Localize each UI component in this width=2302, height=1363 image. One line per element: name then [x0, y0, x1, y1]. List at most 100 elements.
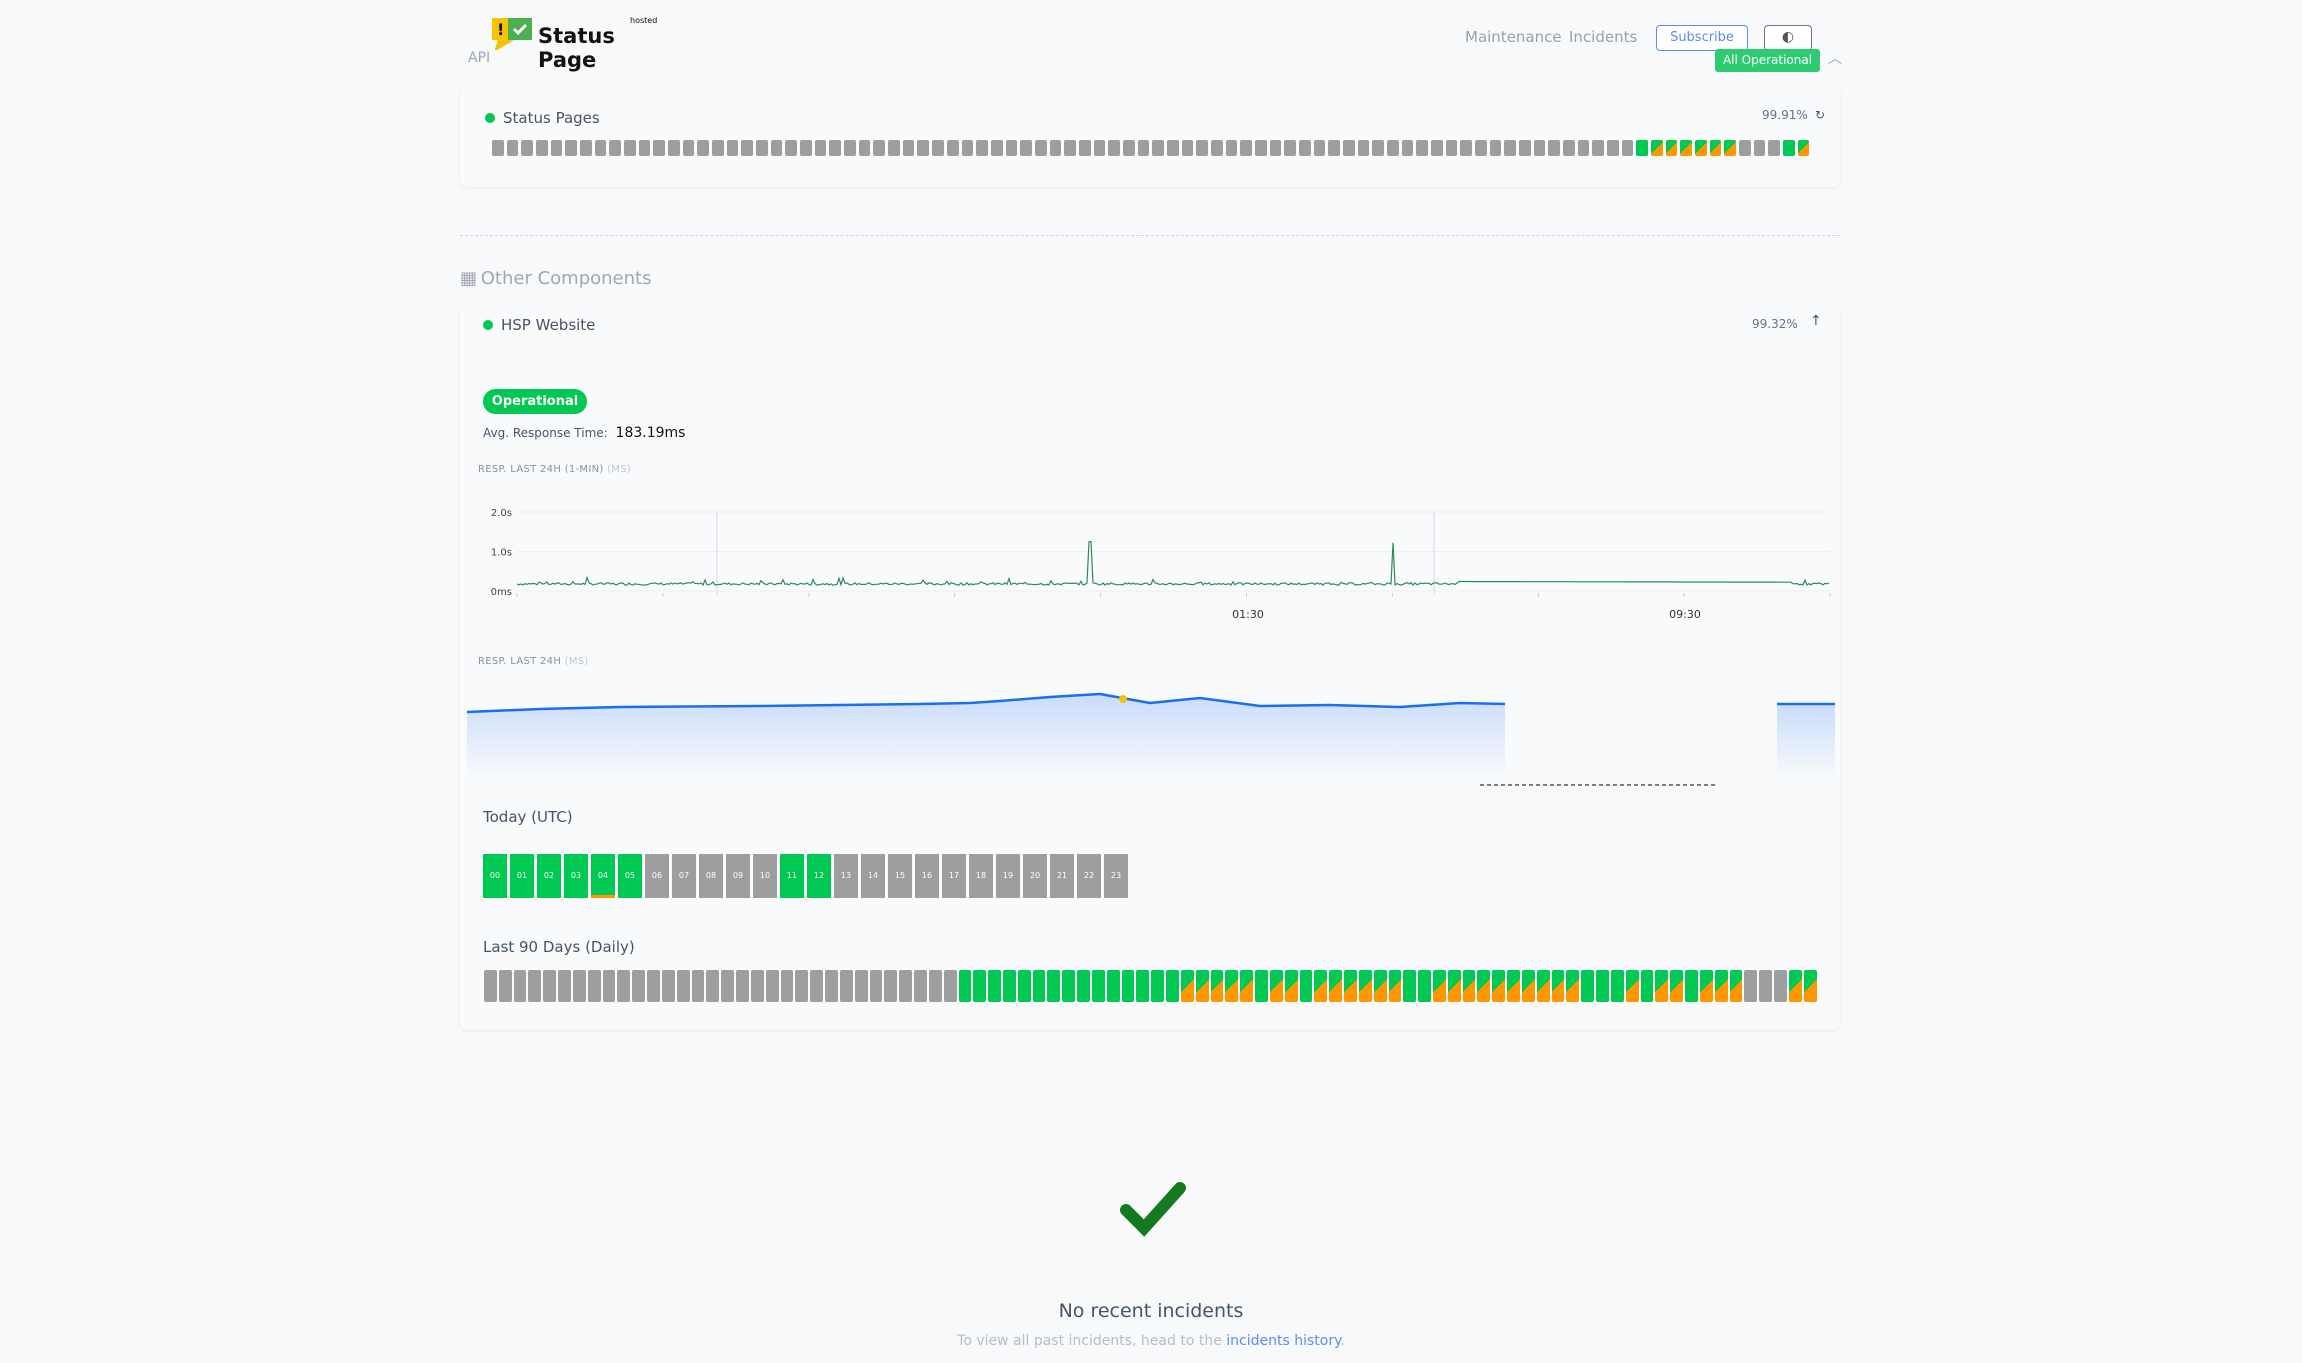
day-bar[interactable] — [1298, 140, 1311, 156]
day-bar[interactable] — [869, 970, 883, 1002]
theme-toggle-button[interactable]: ◐ — [1764, 25, 1812, 51]
day-bar[interactable] — [506, 140, 519, 156]
day-bar[interactable] — [653, 140, 666, 156]
day-bar[interactable] — [638, 140, 651, 156]
day-bar[interactable] — [1386, 140, 1399, 156]
day-bar[interactable] — [1372, 140, 1384, 156]
day-bar[interactable] — [765, 970, 779, 1002]
day-bar[interactable] — [1064, 140, 1076, 156]
hour-bar[interactable]: 14 — [861, 854, 885, 898]
day-bar[interactable] — [1284, 140, 1296, 156]
day-bar[interactable] — [946, 140, 959, 156]
hour-bar[interactable]: 20 — [1023, 854, 1047, 898]
day-bar[interactable] — [1225, 140, 1238, 156]
day-bar[interactable] — [795, 970, 809, 1002]
day-bar[interactable] — [1299, 970, 1313, 1002]
day-bar[interactable] — [1433, 970, 1446, 1002]
day-bar[interactable] — [1166, 140, 1179, 156]
day-bar[interactable] — [1640, 970, 1654, 1002]
day-bar[interactable] — [543, 970, 557, 1002]
hour-bar[interactable]: 05 — [618, 854, 642, 898]
hour-bar[interactable]: 00 — [483, 854, 507, 898]
day-bar[interactable] — [810, 970, 824, 1002]
day-bar[interactable] — [884, 970, 898, 1002]
day-bar[interactable] — [492, 140, 504, 156]
day-bar[interactable] — [1536, 970, 1550, 1002]
day-bar[interactable] — [1477, 970, 1491, 1002]
day-bar[interactable] — [1551, 970, 1565, 1002]
day-bar[interactable] — [1240, 970, 1254, 1002]
hour-bar[interactable]: 13 — [834, 854, 858, 898]
day-bar[interactable] — [917, 140, 930, 156]
day-bar[interactable] — [1507, 970, 1520, 1002]
day-bar[interactable] — [1166, 970, 1179, 1002]
day-bar[interactable] — [1418, 970, 1431, 1002]
day-bar[interactable] — [1210, 970, 1224, 1002]
day-bar[interactable] — [1047, 970, 1061, 1002]
day-bar[interactable] — [785, 140, 798, 156]
day-bar[interactable] — [1581, 970, 1595, 1002]
hour-bar[interactable]: 22 — [1077, 854, 1101, 898]
day-bar[interactable] — [668, 140, 680, 156]
day-bar[interactable] — [800, 140, 812, 156]
day-bar[interactable] — [1788, 970, 1802, 1002]
day-bar[interactable] — [1195, 970, 1209, 1002]
day-bar[interactable] — [1357, 140, 1370, 156]
day-bar[interactable] — [1093, 140, 1106, 156]
day-bar[interactable] — [1774, 970, 1787, 1002]
day-bar[interactable] — [780, 970, 794, 1002]
chevron-up-icon[interactable]: ︿ — [1828, 51, 1842, 67]
day-bar[interactable] — [1729, 970, 1743, 1002]
collapse-arrow-icon[interactable]: ↑ — [1810, 313, 1822, 329]
day-bar[interactable] — [1625, 970, 1639, 1002]
day-bar[interactable] — [1181, 140, 1194, 156]
day-bar[interactable] — [594, 140, 607, 156]
day-bar[interactable] — [1462, 970, 1476, 1002]
day-bar[interactable] — [1492, 970, 1506, 1002]
day-bar[interactable] — [609, 140, 622, 156]
day-bar[interactable] — [1106, 970, 1120, 1002]
day-bar[interactable] — [888, 140, 900, 156]
day-bar[interactable] — [1122, 140, 1135, 156]
day-bar[interactable] — [770, 140, 783, 156]
day-bar[interactable] — [976, 140, 988, 156]
day-bar[interactable] — [617, 970, 631, 1002]
day-bar[interactable] — [1460, 140, 1473, 156]
hour-bar[interactable]: 21 — [1050, 854, 1074, 898]
hour-bar[interactable]: 11 — [780, 854, 804, 898]
day-bar[interactable] — [1180, 970, 1194, 1002]
day-bar[interactable] — [536, 140, 548, 156]
day-bar[interactable] — [958, 970, 972, 1002]
hour-bar[interactable]: 16 — [915, 854, 939, 898]
day-bar[interactable] — [1034, 140, 1047, 156]
day-bar[interactable] — [1284, 970, 1298, 1002]
day-bar[interactable] — [858, 140, 871, 156]
day-bar[interactable] — [1225, 970, 1239, 1002]
day-bar[interactable] — [712, 140, 724, 156]
day-bar[interactable] — [632, 970, 646, 1002]
day-bar[interactable] — [624, 140, 636, 156]
day-bar[interactable] — [1091, 970, 1105, 1002]
day-bar[interactable] — [839, 970, 853, 1002]
day-bar[interactable] — [1744, 970, 1758, 1002]
day-bar[interactable] — [899, 970, 913, 1002]
day-bar[interactable] — [829, 140, 842, 156]
day-bar[interactable] — [990, 140, 1003, 156]
day-bar[interactable] — [1255, 970, 1268, 1002]
day-bar[interactable] — [1210, 140, 1223, 156]
day-bar[interactable] — [1077, 970, 1090, 1002]
day-bar[interactable] — [721, 970, 735, 1002]
day-bar[interactable] — [550, 140, 563, 156]
day-bar[interactable] — [750, 970, 764, 1002]
day-bar[interactable] — [1269, 140, 1282, 156]
day-bar[interactable] — [943, 970, 957, 1002]
nav-maintenance[interactable]: Maintenance — [1465, 28, 1562, 46]
day-bar[interactable] — [1533, 140, 1546, 156]
hour-bar[interactable]: 07 — [672, 854, 696, 898]
day-bar[interactable] — [1358, 970, 1372, 1002]
hour-bar[interactable]: 15 — [888, 854, 912, 898]
day-bar[interactable] — [1695, 140, 1707, 156]
day-bar[interactable] — [1680, 140, 1693, 156]
day-bar[interactable] — [961, 140, 974, 156]
day-bar[interactable] — [1753, 140, 1766, 156]
